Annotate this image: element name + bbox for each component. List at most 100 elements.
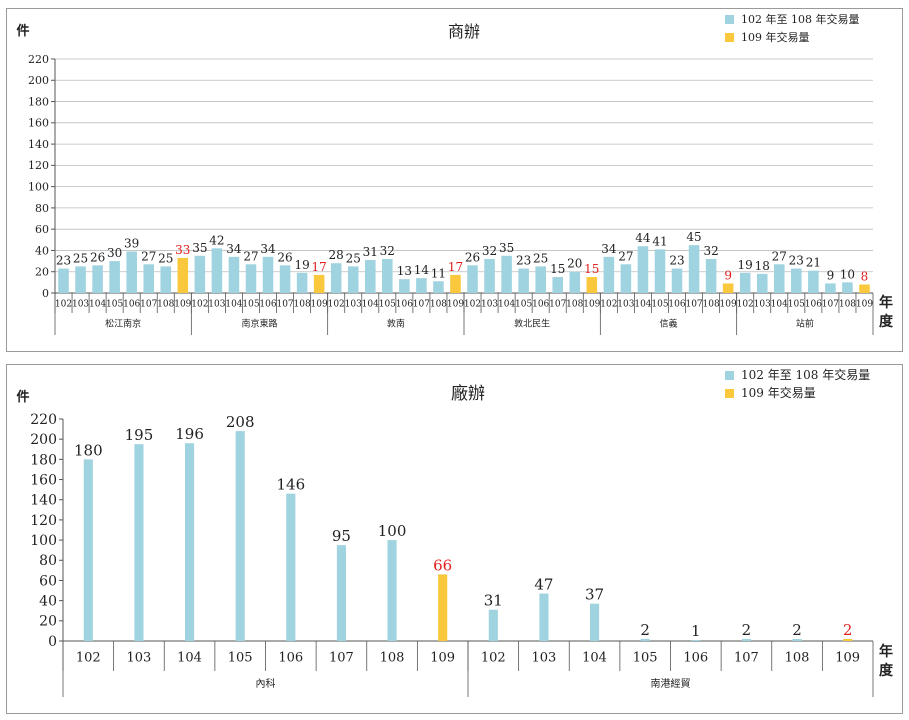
x-tick-label: 108: [566, 300, 583, 310]
data-label: 180: [74, 441, 103, 459]
data-label: 27: [772, 249, 787, 263]
y-tick-label: 20: [35, 266, 49, 279]
data-label: 47: [534, 576, 553, 594]
x-tick-label: 109: [430, 650, 455, 665]
chart-panel-commercial-office: 商辦件年度 0 20 40 60 80 100 120 140 160 180 200 220 23 102…: [6, 8, 903, 352]
legend-swatch: [725, 15, 734, 24]
x-tick-label: 103: [617, 300, 634, 310]
x-axis-label-char: 年: [879, 643, 893, 660]
bar-109: [722, 283, 734, 293]
chart-title: 商辦: [448, 22, 480, 41]
bar: [756, 273, 768, 293]
x-tick-label: 109: [174, 300, 191, 310]
data-label: 19: [738, 258, 753, 272]
data-label: 30: [107, 246, 122, 260]
x-tick-label: 102: [481, 650, 506, 665]
data-label: 9: [827, 268, 835, 282]
bar: [535, 266, 546, 293]
data-label: 208: [226, 413, 255, 431]
bar: [773, 264, 785, 293]
data-label: 25: [533, 251, 548, 265]
x-tick-label: 104: [771, 300, 788, 310]
y-tick-label: 200: [30, 432, 57, 448]
data-label: 27: [618, 249, 633, 263]
bar: [126, 251, 137, 293]
y-tick-label: 140: [30, 493, 57, 509]
data-label: 32: [380, 244, 395, 258]
bar: [501, 255, 512, 293]
data-label: 27: [141, 249, 156, 263]
x-tick-label: 104: [177, 650, 202, 665]
x-tick-label: 106: [668, 300, 685, 310]
y-tick-label: 220: [30, 412, 57, 428]
chart-title: 廠辦: [451, 383, 485, 404]
data-label: 41: [652, 234, 667, 248]
data-label: 45: [686, 230, 701, 244]
bar: [688, 245, 700, 293]
bar: [92, 265, 103, 293]
y-tick-label: 120: [28, 159, 49, 172]
x-tick-label: 106: [278, 650, 303, 665]
data-label: 23: [669, 254, 684, 268]
data-label: 34: [601, 242, 617, 256]
x-tick-label: 103: [532, 650, 557, 665]
bar: [552, 277, 564, 293]
y-tick-label: 0: [42, 287, 49, 300]
data-label: 13: [397, 264, 412, 278]
data-label: 32: [703, 244, 718, 258]
bar: [286, 493, 296, 641]
bar: [467, 265, 478, 293]
x-tick-label: 102: [191, 300, 208, 310]
data-label: 33: [175, 243, 190, 257]
legend-swatch: [725, 33, 734, 42]
group-label: 信義: [659, 318, 677, 330]
data-label: 35: [192, 241, 207, 255]
x-tick-label: 106: [259, 300, 276, 310]
data-label: 2: [843, 621, 853, 639]
data-label: 18: [755, 259, 770, 273]
data-label: 100: [378, 522, 407, 540]
bar: [245, 264, 257, 293]
data-label: 1: [691, 622, 701, 640]
x-tick-label: 107: [413, 300, 430, 310]
bar: [58, 268, 69, 293]
group-label: 南港經貿: [651, 677, 691, 690]
x-tick-label: 105: [228, 650, 253, 665]
x-tick-label: 109: [835, 650, 860, 665]
data-label: 39: [124, 237, 139, 251]
data-label: 26: [465, 250, 480, 264]
x-axis-label-char: 度: [879, 662, 894, 679]
data-label: 10: [840, 267, 855, 281]
data-label: 25: [346, 251, 361, 265]
x-tick-label: 104: [634, 300, 651, 310]
bar: [484, 258, 495, 293]
legend-label: 109 年交易量: [741, 30, 810, 44]
group-label: 敦南: [387, 318, 405, 330]
x-tick-label: 105: [651, 300, 668, 310]
bar: [228, 256, 240, 293]
data-label: 34: [260, 242, 276, 256]
x-tick-label: 109: [447, 300, 464, 310]
data-label: 2: [742, 621, 752, 639]
bar: [433, 281, 444, 293]
y-tick-label: 100: [28, 180, 49, 193]
bar: [109, 261, 120, 293]
bar: [654, 249, 666, 293]
bar: [792, 638, 802, 641]
x-tick-label: 108: [785, 650, 810, 665]
x-axis-label-char: 年: [879, 294, 893, 311]
x-tick-label: 102: [600, 300, 617, 310]
x-tick-label: 104: [89, 300, 106, 310]
bar: [83, 459, 93, 641]
data-label: 25: [73, 251, 88, 265]
x-tick-label: 107: [822, 300, 839, 310]
x-tick-label: 106: [123, 300, 140, 310]
data-label: 31: [484, 592, 503, 610]
bar: [387, 540, 397, 641]
bar: [399, 279, 410, 293]
chart-panel-factory-office: 廠辦 件年度 0 20 40 60 80 100 120 140 160 180 200 220 180 10…: [6, 364, 903, 714]
bar-109: [843, 638, 853, 641]
bar: [842, 282, 853, 293]
data-label: 28: [329, 248, 344, 262]
y-tick-label: 60: [39, 573, 57, 589]
